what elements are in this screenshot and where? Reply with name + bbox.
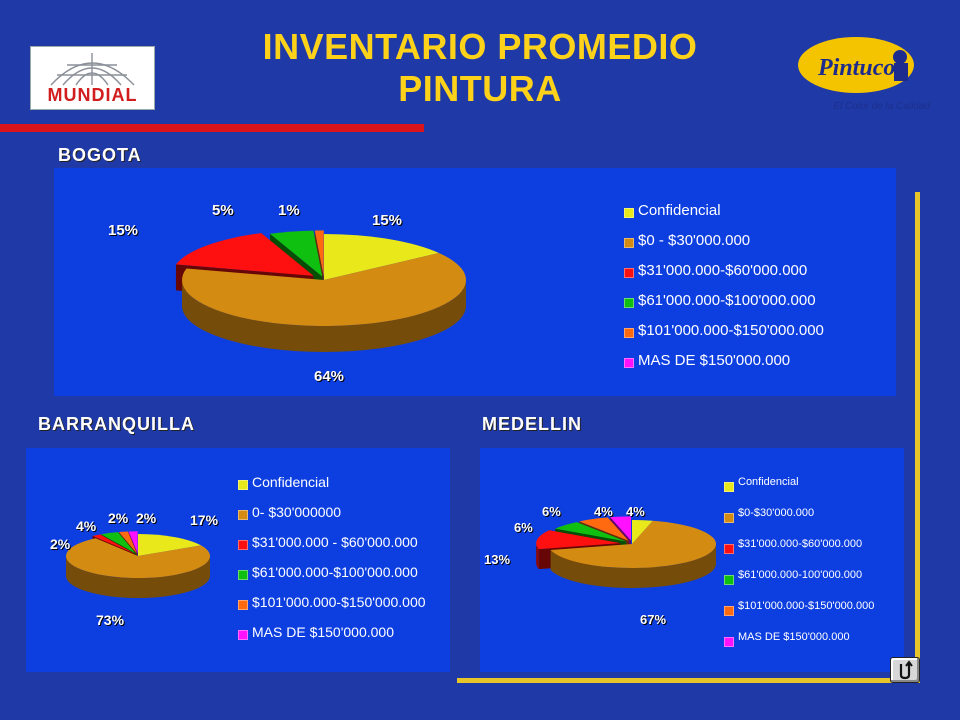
gold-frame-vertical xyxy=(915,192,920,682)
pie-slice-medellin-5 xyxy=(610,516,631,541)
legend-swatch-bogota-4 xyxy=(624,328,634,338)
legend-item-bogota-4: $101'000.000-$150'000.000 xyxy=(638,322,824,339)
page-title-line2: PINTURA xyxy=(398,68,562,109)
pie-slice-barranquilla-4 xyxy=(118,531,137,554)
pie-side-medellin-2 xyxy=(536,543,539,570)
globe-icon xyxy=(50,53,135,86)
svg-text:Pintuco: Pintuco xyxy=(817,55,895,81)
data-label-barranquilla-1: 73% xyxy=(96,612,125,628)
data-label-bogota-3: 5% xyxy=(212,202,234,219)
legend-item-medellin-0: Confidencial xyxy=(738,476,799,488)
pie-slice-barranquilla-1 xyxy=(66,538,211,578)
pie-slice-bogota-2 xyxy=(175,233,314,276)
pie-slice-medellin-1 xyxy=(550,520,716,568)
legend-swatch-medellin-4 xyxy=(724,606,734,616)
legend-item-bogota-3: $61'000.000-$100'000.000 xyxy=(638,292,816,309)
legend-swatch-bogota-3 xyxy=(624,298,634,308)
data-label-medellin-5: 4% xyxy=(594,504,613,519)
data-label-medellin-4: 6% xyxy=(542,504,561,519)
legend-item-bogota-5: MAS DE $150'000.000 xyxy=(638,352,791,369)
pie-slice-bogota-0 xyxy=(324,234,439,280)
legend-item-barranquilla-3: $61'000.000-$100'000.000 xyxy=(252,564,418,580)
mundial-logo-text: MUNDIAL xyxy=(47,85,138,105)
data-label-barranquilla-0: 17% xyxy=(190,512,219,528)
legend-item-bogota-1: $0 - $30'000.000 xyxy=(638,232,751,249)
legend-item-bogota-2: $31'000.000-$60'000.000 xyxy=(638,262,808,279)
legend-swatch-medellin-0 xyxy=(724,482,734,492)
data-label-medellin-0: 4% xyxy=(626,504,645,519)
legend-swatch-barranquilla-2 xyxy=(238,540,248,550)
legend-swatch-medellin-1 xyxy=(724,513,734,523)
pie-side-barranquilla-1 xyxy=(66,556,210,598)
legend-swatch-bogota-2 xyxy=(624,268,634,278)
mundial-logo: MUNDIAL xyxy=(30,46,155,110)
legend-item-medellin-3: $61'000.000-100'000.000 xyxy=(738,569,863,581)
legend-item-barranquilla-4: $101'000.000-$150'000.000 xyxy=(252,594,426,610)
legend-item-bogota-0: Confidencial xyxy=(638,202,721,219)
return-arrow-icon xyxy=(899,660,913,680)
legend-item-medellin-4: $101'000.000-$150'000.000 xyxy=(738,600,875,612)
pintuco-tagline: El Color de la Calidad xyxy=(833,101,930,112)
legend-item-barranquilla-1: 0- $30'000000 xyxy=(252,504,342,520)
chart-panel-barranquilla: 17% 73% 2% 4% 2% 2% Confidencial 0- $30'000000 $… xyxy=(26,448,450,672)
chart-title-barranquilla: BARRANQUILLA xyxy=(38,414,195,434)
pie-slice-barranquilla-0 xyxy=(138,534,202,556)
pintuco-logo: Pintuco xyxy=(798,37,914,93)
data-label-barranquilla-2: 2% xyxy=(50,536,71,552)
chart-panel-bogota: 15% 64% 15% 5% 1% Confidencial $0 - $30'000.00… xyxy=(54,168,896,396)
legend-item-barranquilla-5: MAS DE $150'000.000 xyxy=(252,624,394,640)
data-label-barranquilla-5: 2% xyxy=(136,510,157,526)
pie-slice-barranquilla-2 xyxy=(92,534,135,554)
return-button[interactable] xyxy=(890,657,920,683)
pie-slice-barranquilla-3 xyxy=(101,532,136,554)
chart-title-medellin: MEDELLIN xyxy=(482,414,582,434)
legend-swatch-medellin-5 xyxy=(724,637,734,647)
legend-swatch-barranquilla-0 xyxy=(238,480,248,490)
chart-title-bogota: BOGOTA xyxy=(58,145,142,165)
legend-swatch-medellin-2 xyxy=(724,544,734,554)
page-title-line1: INVENTARIO PROMEDIO xyxy=(262,26,698,67)
pie-slice-bogota-3 xyxy=(269,230,323,277)
pie-slice-barranquilla-5 xyxy=(128,531,138,554)
data-label-medellin-2: 13% xyxy=(484,552,511,567)
pie-svg-bogota xyxy=(175,230,467,352)
legend-swatch-bogota-1 xyxy=(624,238,634,248)
data-label-barranquilla-4: 2% xyxy=(108,510,129,526)
gold-frame-horizontal xyxy=(457,678,920,683)
data-label-bogota-2: 15% xyxy=(108,222,139,239)
legend-item-barranquilla-2: $31'000.000 - $60'000.000 xyxy=(252,534,418,550)
pie-side-bogota-1 xyxy=(182,280,466,352)
data-label-medellin-3: 6% xyxy=(514,520,533,535)
data-label-bogota-1: 64% xyxy=(314,368,345,385)
pie-slice-medellin-4 xyxy=(579,517,629,541)
legend-item-medellin-5: MAS DE $150'000.000 xyxy=(738,631,850,643)
pie-svg-medellin xyxy=(536,516,716,588)
legend-item-medellin-1: $0-$30'000.000 xyxy=(738,507,815,519)
legend-swatch-barranquilla-5 xyxy=(238,630,248,640)
legend-swatch-barranquilla-3 xyxy=(238,570,248,580)
legend-swatch-barranquilla-1 xyxy=(238,510,248,520)
legend-swatch-bogota-0 xyxy=(624,208,634,218)
legend-swatch-barranquilla-4 xyxy=(238,600,248,610)
data-label-medellin-1: 67% xyxy=(640,612,667,627)
legend-swatch-medellin-3 xyxy=(724,575,734,585)
data-label-barranquilla-3: 4% xyxy=(76,518,97,534)
data-label-bogota-0: 15% xyxy=(372,212,403,229)
pie-slice-bogota-1 xyxy=(182,252,467,326)
legend-item-medellin-2: $31'000.000-$60'000.000 xyxy=(738,538,863,550)
legend-swatch-bogota-5 xyxy=(624,358,634,368)
pie-side-medellin-1 xyxy=(550,544,716,588)
pie-slice-medellin-3 xyxy=(555,522,627,542)
data-label-bogota-4: 1% xyxy=(278,202,300,219)
red-divider xyxy=(0,124,424,132)
pie-slice-bogota-4 xyxy=(314,230,324,277)
pie-slice-medellin-2 xyxy=(536,530,621,550)
legend-item-barranquilla-0: Confidencial xyxy=(252,474,330,490)
chart-panel-medellin: 4% 67% 13% 6% 6% 4% Confidencial $0-$30'000.000… xyxy=(480,448,904,672)
pie-slice-medellin-0 xyxy=(632,520,653,544)
pie-svg-barranquilla xyxy=(66,531,211,598)
